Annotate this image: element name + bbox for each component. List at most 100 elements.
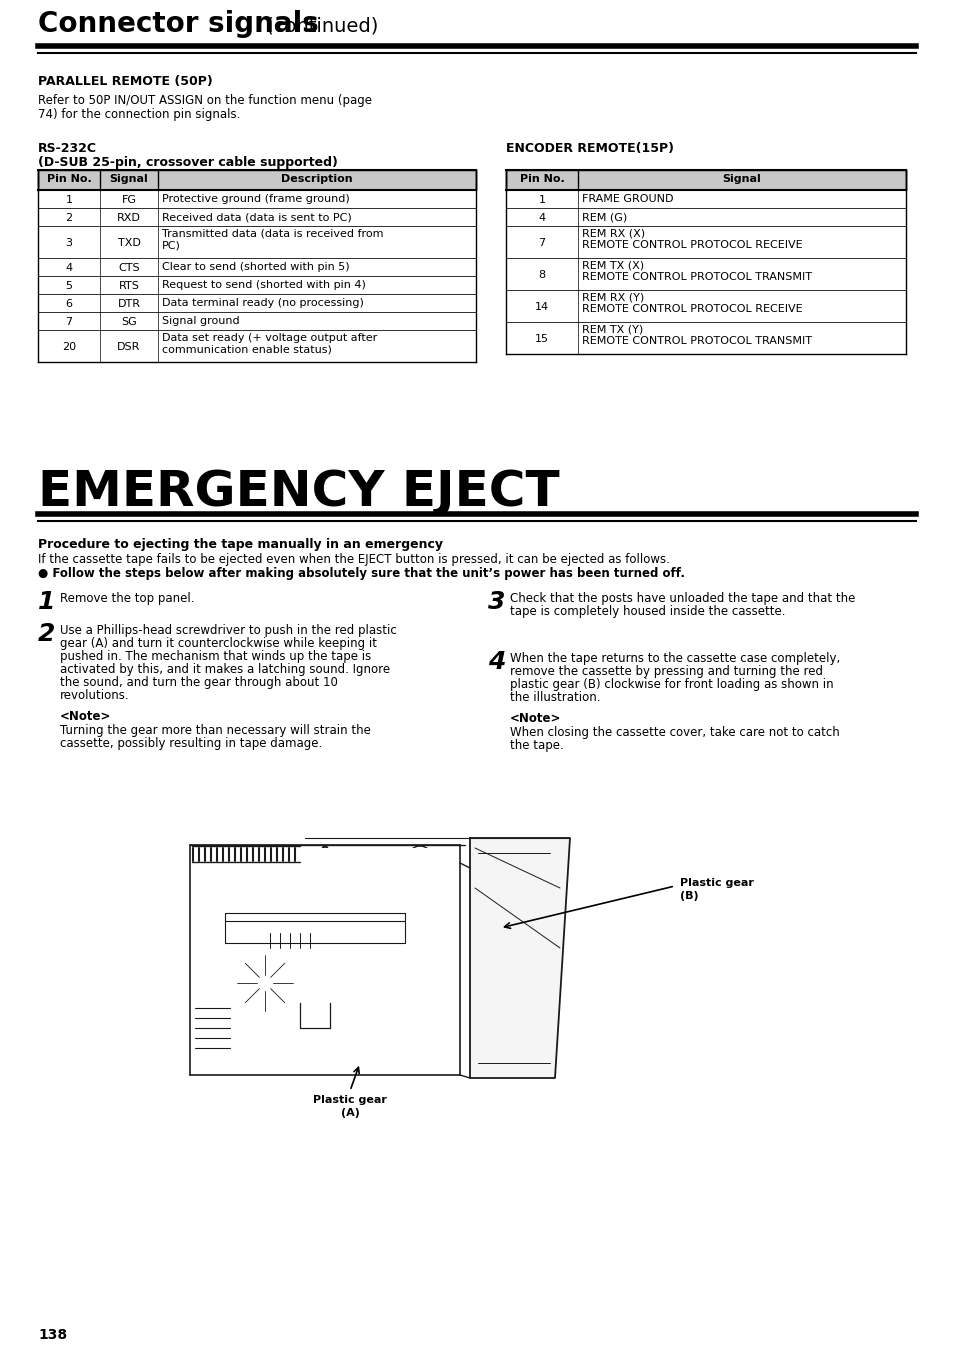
Bar: [505, 208, 905, 226]
Text: RTS: RTS: [118, 281, 139, 290]
Circle shape: [299, 1058, 310, 1069]
Circle shape: [208, 1051, 212, 1055]
Text: Signal: Signal: [110, 174, 149, 184]
Text: 138: 138: [38, 1328, 67, 1342]
Text: REMOTE CONTROL PROTOCOL RECEIVE: REMOTE CONTROL PROTOCOL RECEIVE: [581, 240, 801, 250]
Text: (B): (B): [679, 892, 698, 901]
Text: 6: 6: [66, 299, 72, 309]
Text: Pin No.: Pin No.: [519, 174, 564, 184]
Text: DSR: DSR: [117, 342, 140, 353]
Text: remove the cassette by pressing and turning the red: remove the cassette by pressing and turn…: [510, 665, 822, 678]
Text: 1: 1: [38, 590, 55, 613]
Text: Protective ground (frame ground): Protective ground (frame ground): [162, 195, 350, 204]
Text: REM RX (X): REM RX (X): [581, 230, 644, 239]
Circle shape: [234, 952, 294, 1013]
Text: (D-SUB 25-pin, crossover cable supported): (D-SUB 25-pin, crossover cable supported…: [38, 155, 337, 169]
Circle shape: [355, 952, 365, 963]
Bar: [38, 190, 476, 208]
Bar: [38, 170, 476, 190]
Bar: [38, 276, 476, 295]
Text: tape is completely housed inside the cassette.: tape is completely housed inside the cas…: [510, 605, 784, 617]
Circle shape: [435, 1048, 444, 1058]
Text: Plastic gear: Plastic gear: [679, 878, 753, 888]
Circle shape: [480, 869, 489, 877]
Circle shape: [233, 1021, 246, 1034]
Text: 4: 4: [537, 213, 545, 223]
Text: REM TX (Y): REM TX (Y): [581, 326, 642, 335]
Text: CTS: CTS: [118, 263, 140, 273]
Text: revolutions.: revolutions.: [60, 689, 130, 703]
Text: Received data (data is sent to PC): Received data (data is sent to PC): [162, 212, 352, 222]
Text: Turning the gear more than necessary will strain the: Turning the gear more than necessary wil…: [60, 724, 371, 738]
Text: the tape.: the tape.: [510, 739, 563, 753]
Text: Use a Phillips-head screwdriver to push in the red plastic: Use a Phillips-head screwdriver to push …: [60, 624, 396, 638]
Text: Connector signals: Connector signals: [38, 9, 318, 38]
Text: Plastic gear: Plastic gear: [313, 1096, 387, 1105]
Text: 7: 7: [66, 317, 72, 327]
Circle shape: [256, 975, 273, 992]
Text: Remove the top panel.: Remove the top panel.: [60, 592, 194, 605]
Circle shape: [379, 1048, 390, 1058]
Text: Refer to 50P IN/OUT ASSIGN on the function menu (page: Refer to 50P IN/OUT ASSIGN on the functi…: [38, 95, 372, 107]
Text: REMOTE CONTROL PROTOCOL TRANSMIT: REMOTE CONTROL PROTOCOL TRANSMIT: [581, 272, 811, 282]
Text: TXD: TXD: [117, 238, 140, 249]
Circle shape: [322, 846, 328, 852]
Text: ● Follow the steps below after making absolutely sure that the unit’s power has : ● Follow the steps below after making ab…: [38, 567, 684, 580]
Text: PC): PC): [162, 240, 181, 250]
Bar: [505, 322, 905, 354]
Text: 15: 15: [535, 334, 548, 345]
Bar: [38, 208, 476, 226]
Text: When the tape returns to the cassette case completely,: When the tape returns to the cassette ca…: [510, 653, 840, 665]
Text: Procedure to ejecting the tape manually in an emergency: Procedure to ejecting the tape manually …: [38, 538, 442, 551]
Text: <Note>: <Note>: [60, 711, 112, 723]
Text: RS-232C: RS-232C: [38, 142, 97, 155]
Text: Description: Description: [281, 174, 353, 184]
Text: FG: FG: [121, 195, 136, 205]
Text: FRAME GROUND: FRAME GROUND: [581, 195, 673, 204]
Text: 4: 4: [488, 650, 505, 674]
Text: Pin No.: Pin No.: [47, 174, 91, 184]
Text: Check that the posts have unloaded the tape and that the: Check that the posts have unloaded the t…: [510, 592, 855, 605]
Text: REMOTE CONTROL PROTOCOL TRANSMIT: REMOTE CONTROL PROTOCOL TRANSMIT: [581, 336, 811, 346]
Bar: [505, 190, 905, 208]
Text: ENCODER REMOTE(15P): ENCODER REMOTE(15P): [505, 142, 673, 155]
Bar: [38, 226, 476, 258]
Text: 2: 2: [38, 621, 55, 646]
Text: activated by this, and it makes a latching sound. Ignore: activated by this, and it makes a latchi…: [60, 663, 390, 676]
Text: REMOTE CONTROL PROTOCOL RECEIVE: REMOTE CONTROL PROTOCOL RECEIVE: [581, 304, 801, 313]
Bar: [505, 170, 905, 190]
Bar: [505, 258, 905, 290]
Text: 1: 1: [537, 195, 545, 205]
Text: If the cassette tape fails to be ejected even when the EJECT button is pressed, : If the cassette tape fails to be ejected…: [38, 553, 669, 566]
Text: Signal ground: Signal ground: [162, 316, 239, 326]
Circle shape: [408, 846, 432, 870]
Text: REM RX (Y): REM RX (Y): [581, 293, 643, 303]
Text: 4: 4: [66, 263, 72, 273]
Polygon shape: [470, 838, 569, 1078]
Circle shape: [414, 852, 426, 865]
Text: EMERGENCY EJECT: EMERGENCY EJECT: [38, 467, 559, 516]
Text: gear (A) and turn it counterclockwise while keeping it: gear (A) and turn it counterclockwise wh…: [60, 638, 376, 650]
Circle shape: [205, 1048, 214, 1058]
Text: 3: 3: [488, 590, 505, 613]
Text: <Note>: <Note>: [510, 712, 560, 725]
Text: 74) for the connection pin signals.: 74) for the connection pin signals.: [38, 108, 240, 122]
Circle shape: [476, 1035, 493, 1051]
Text: 7: 7: [537, 238, 545, 249]
Circle shape: [303, 1061, 307, 1065]
Bar: [505, 290, 905, 322]
Text: cassette, possibly resulting in tape damage.: cassette, possibly resulting in tape dam…: [60, 738, 322, 750]
Bar: [38, 295, 476, 312]
Text: REM TX (X): REM TX (X): [581, 261, 643, 272]
Circle shape: [382, 1051, 387, 1055]
Text: (A): (A): [340, 1108, 359, 1119]
Text: 8: 8: [537, 270, 545, 280]
Text: Data set ready (+ voltage output after: Data set ready (+ voltage output after: [162, 332, 376, 343]
Bar: [38, 258, 476, 276]
Text: plastic gear (B) clockwise for front loading as shown in: plastic gear (B) clockwise for front loa…: [510, 678, 833, 690]
Text: communication enable status): communication enable status): [162, 345, 332, 354]
Text: Data terminal ready (no processing): Data terminal ready (no processing): [162, 299, 363, 308]
Text: 14: 14: [535, 303, 549, 312]
Text: 2: 2: [66, 213, 72, 223]
Text: When closing the cassette cover, take care not to catch: When closing the cassette cover, take ca…: [510, 725, 839, 739]
